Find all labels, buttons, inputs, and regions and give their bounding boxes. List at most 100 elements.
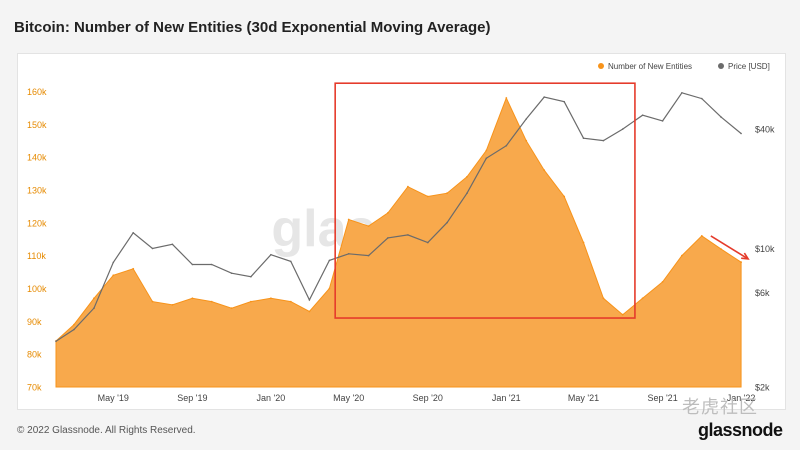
price-point	[191, 263, 194, 266]
legend-entities-label: Number of New Entities	[608, 62, 692, 71]
x-tick-label: May '21	[568, 393, 599, 403]
left-tick-label: 160k	[27, 87, 47, 97]
price-point	[446, 221, 448, 224]
watermark-logo: 老虎社区	[682, 397, 758, 417]
price-point	[230, 272, 233, 275]
entities-point	[602, 297, 605, 300]
entities-point	[720, 248, 722, 251]
trend-arrow-head	[741, 252, 750, 260]
price-point	[73, 328, 75, 331]
price-line	[55, 92, 742, 342]
entities-point	[387, 212, 389, 214]
price-point	[308, 299, 311, 301]
price-point	[740, 132, 742, 135]
entities-point	[407, 185, 409, 188]
price-point	[621, 128, 624, 130]
right-axis: $2k $6k $10k $40k	[755, 125, 775, 393]
legend-price-swatch	[718, 63, 724, 69]
x-axis: May '19 Sep '19 Jan '20 May '20 Sep '20 Jan '…	[98, 393, 756, 403]
x-tick-label: Jan '21	[492, 393, 521, 403]
entities-point	[582, 241, 585, 244]
entities-point	[485, 149, 488, 152]
price-point	[210, 263, 213, 266]
left-tick-label: 90k	[27, 317, 42, 327]
left-tick-label: 80k	[27, 350, 42, 360]
x-tick-label: May '20	[333, 393, 364, 403]
price-point	[250, 275, 252, 278]
price-line-group	[55, 92, 742, 343]
right-tick-label: $2k	[755, 383, 770, 393]
entities-point	[328, 287, 331, 290]
price-point	[466, 192, 468, 194]
price-point	[290, 260, 292, 263]
price-point	[701, 97, 703, 100]
entities-point	[191, 297, 194, 300]
entities-point	[230, 307, 233, 310]
entities-point	[151, 300, 154, 303]
price-point	[387, 237, 389, 239]
right-tick-label: $40k	[755, 125, 775, 135]
entities-point	[289, 300, 292, 303]
price-point	[171, 243, 174, 246]
price-point	[720, 116, 722, 118]
price-point	[367, 254, 370, 257]
right-tick-label: $10k	[755, 244, 775, 254]
x-tick-label: Sep '20	[413, 393, 443, 403]
entities-point	[250, 300, 252, 303]
price-point	[112, 261, 115, 264]
entities-area	[55, 96, 742, 388]
entities-point	[171, 304, 174, 306]
price-point	[347, 253, 350, 255]
legend-price-label: Price [USD]	[728, 62, 770, 71]
price-point	[93, 307, 95, 309]
x-tick-label: Sep '21	[647, 393, 677, 403]
price-point	[427, 241, 429, 244]
highlight-rectangle	[334, 82, 636, 319]
price-point	[602, 139, 605, 142]
price-point	[151, 247, 154, 250]
entities-point	[543, 169, 546, 172]
price-point	[563, 100, 565, 103]
left-tick-label: 110k	[27, 251, 46, 261]
entities-point	[563, 195, 566, 198]
entities-point	[210, 300, 213, 303]
price-point	[661, 120, 664, 122]
x-tick-label: Jan '22	[727, 393, 756, 403]
entities-point	[681, 254, 683, 257]
entities-point	[308, 310, 311, 313]
chart-title: Bitcoin: Number of New Entities (30d Exp…	[14, 19, 491, 36]
entities-point	[270, 297, 272, 300]
entities-point	[525, 139, 528, 142]
left-tick-label: 100k	[27, 284, 47, 294]
entities-point	[466, 175, 468, 178]
trend-arrow-shaft	[710, 235, 749, 260]
price-point	[407, 234, 409, 236]
price-point	[328, 259, 331, 262]
entities-point	[112, 274, 115, 277]
left-tick-label: 130k	[27, 185, 47, 195]
price-point	[485, 157, 488, 160]
x-tick-label: Jan '20	[256, 393, 285, 403]
entities-point	[661, 281, 664, 283]
price-point	[55, 340, 57, 343]
entities-point	[367, 225, 370, 228]
price-point	[270, 253, 272, 256]
price-point	[681, 92, 683, 94]
entities-point	[446, 192, 448, 195]
legend-entities-swatch	[598, 63, 604, 69]
left-tick-label: 150k	[27, 120, 47, 130]
price-point	[505, 144, 508, 147]
annotation-group	[334, 82, 750, 319]
x-tick-label: Sep '19	[177, 393, 207, 403]
left-tick-label: 70k	[27, 383, 42, 393]
copyright-footer: © 2022 Glassnode. All Rights Reserved.	[17, 425, 196, 436]
left-axis: 70k 80k 90k 100k 110k 120k 130k 140k 150k 160k	[27, 87, 47, 393]
entities-point	[426, 195, 429, 198]
brand-logo: glassnode	[698, 420, 783, 440]
entities-point	[132, 267, 135, 270]
price-point	[582, 137, 585, 139]
left-tick-label: 140k	[27, 153, 47, 163]
entities-point	[73, 323, 75, 326]
entities-area-group	[55, 96, 742, 388]
